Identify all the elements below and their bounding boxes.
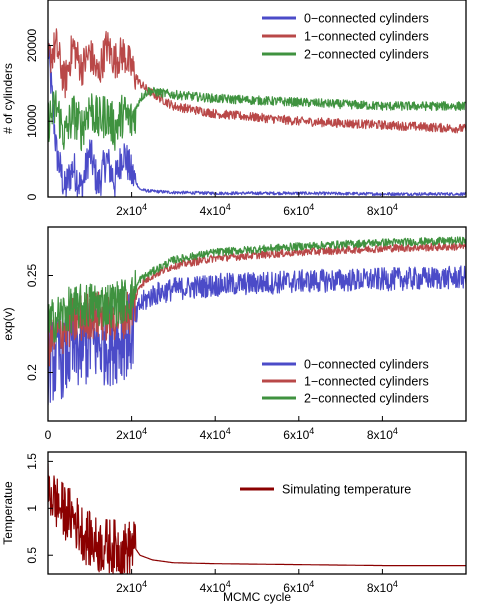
x-tick-label: 0: [45, 428, 52, 442]
x-tick-label: 4x104: [200, 202, 231, 218]
legend-label-1: 1−connected cylinders: [304, 375, 429, 389]
x-tick-label: 2x104: [116, 579, 147, 595]
legend-label-1: 1−connected cylinders: [304, 30, 429, 44]
panel-temperature: 0.5 1 1.5 2x104 4x104 6x104 8x104 Temperatue MCM…: [1, 451, 467, 604]
series-line-2: [48, 86, 466, 152]
legend-label-0: 0−connected cylinders: [304, 358, 429, 372]
x-tick-label: 8x104: [367, 579, 398, 595]
x-axis-label: MCMC cycle: [223, 590, 291, 604]
y-axis-label: exp(v): [1, 307, 15, 340]
x-tick-label: 6x104: [283, 202, 314, 218]
x-tick-label: 6x104: [283, 426, 314, 442]
y-axis-label: # of cylinders: [1, 63, 15, 134]
y-tick-label: 20000: [25, 28, 39, 62]
legend: Simulating temperature: [240, 483, 411, 497]
x-tick-label: 2x104: [116, 202, 147, 218]
x-tick-label: 2x104: [116, 426, 147, 442]
legend: 0−connected cylinders 1−connected cylinde…: [262, 12, 429, 62]
plot-area: [48, 236, 466, 406]
panel-cylinder-counts: 0 10000 20000 2x104 4x104 6x104 8x104 # of cyli…: [1, 0, 467, 218]
y-tick-label: 1: [25, 505, 39, 512]
legend-label-2: 2−connected cylinders: [304, 392, 429, 406]
y-tick-label: 0.2: [25, 364, 39, 381]
legend-label-2: 2−connected cylinders: [304, 48, 429, 62]
x-tick-label: 8x104: [367, 202, 398, 218]
series-line-0: [48, 463, 466, 574]
plot-area: [48, 463, 466, 574]
plot-area: [48, 28, 466, 197]
y-tick-label: 0.25: [25, 263, 39, 287]
legend: 0−connected cylinders 1−connected cylinde…: [262, 358, 429, 406]
y-axis-label: Temperatue: [1, 481, 15, 545]
y-tick-label: 0.5: [25, 547, 39, 564]
legend-label-0: Simulating temperature: [282, 483, 411, 497]
y-tick-label: 1.5: [25, 453, 39, 470]
legend-label-0: 0−connected cylinders: [304, 12, 429, 26]
x-tick-label: 4x104: [200, 579, 231, 595]
series-line-1: [48, 242, 466, 367]
plot-frame: [47, 226, 467, 422]
series-line-1: [48, 28, 466, 134]
x-tick-label: 6x104: [283, 579, 314, 595]
plot-frame: [47, 0, 467, 198]
x-tick-label: 4x104: [200, 426, 231, 442]
panel-exp-v: 0.2 0.25 0 2x104 4x104 6x104 8x104 exp(v) 0−conn…: [1, 226, 467, 442]
y-tick-label: 0: [25, 193, 39, 200]
plot-frame: [47, 451, 467, 575]
series-line-0: [48, 39, 466, 197]
series-line-2: [48, 236, 466, 343]
y-tick-label: 10000: [25, 104, 39, 138]
x-tick-label: 8x104: [367, 426, 398, 442]
